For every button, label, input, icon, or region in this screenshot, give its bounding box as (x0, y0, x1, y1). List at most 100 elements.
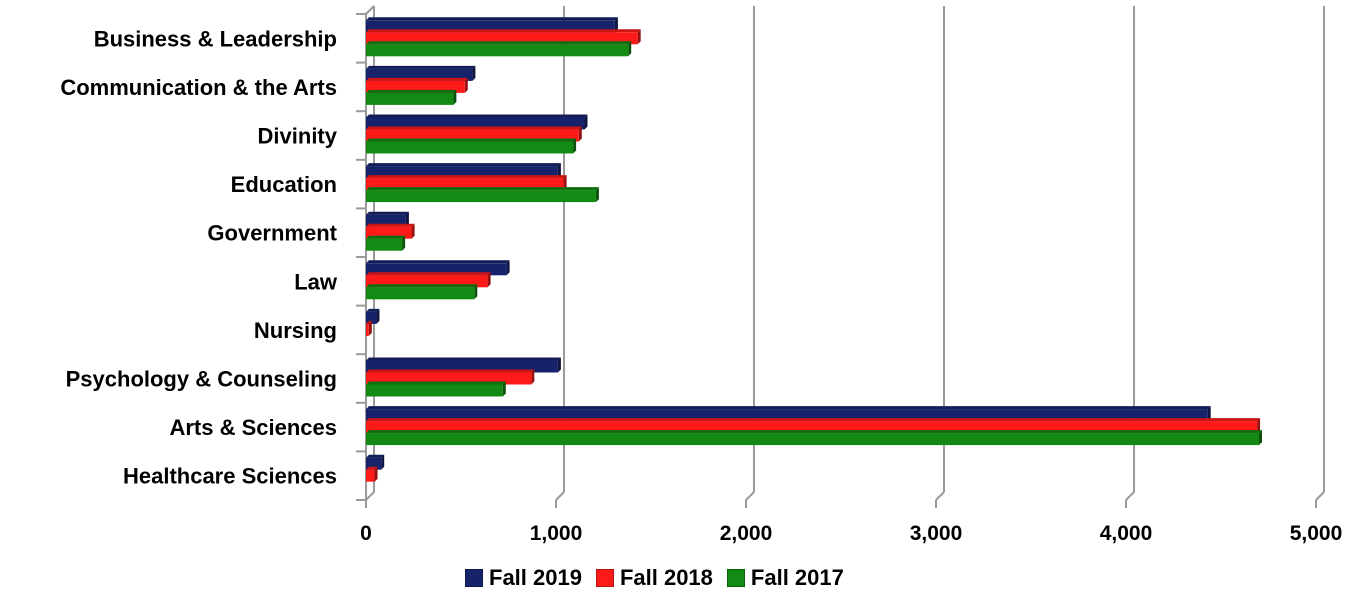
x-tick-label: 3,000 (910, 522, 963, 545)
gridline-floor-edge (555, 491, 565, 501)
bar-top-face (366, 418, 1261, 422)
category-label: Communication & the Arts (60, 75, 337, 100)
bar-top-face (366, 406, 1211, 410)
x-tick-label: 2,000 (720, 522, 773, 545)
bar-top-face (366, 163, 561, 167)
bar-end-face (464, 77, 468, 93)
bar-top-face (366, 357, 561, 361)
gridline-floor-edge (1125, 491, 1135, 501)
bar-end-face (472, 65, 476, 81)
category-label: Government (207, 221, 337, 246)
bar-end-face (614, 17, 618, 33)
x-tick-label: 0 (360, 522, 372, 545)
bar-end-face (637, 29, 641, 45)
legend-swatch (726, 569, 745, 587)
bar-end-face (1257, 418, 1261, 434)
bar-fall-2017 (366, 190, 596, 203)
category-label: Psychology & Counseling (66, 367, 337, 392)
gridline-floor-edge (1315, 491, 1325, 501)
bar-top-face (366, 89, 457, 93)
bar-end-face (628, 41, 632, 57)
category-label: Education (231, 172, 337, 197)
legend-label: Fall 2017 (750, 565, 844, 590)
bar-end-face (402, 235, 406, 251)
bar-end-face (573, 138, 577, 154)
bar-end-face (595, 187, 599, 203)
bar-end-face (374, 466, 378, 482)
bar-end-face (502, 381, 506, 397)
category-label: Divinity (258, 124, 338, 149)
legend-swatch (465, 569, 483, 587)
category-label: Nursing (254, 318, 337, 343)
bar-top-face (366, 466, 378, 470)
category-labels: Business & Leadership Communication & the… (60, 26, 338, 488)
bar-top-face (366, 65, 476, 69)
bar-end-face (381, 454, 385, 470)
gridline-floor-edge (935, 491, 945, 501)
bar-end-face (411, 223, 415, 239)
bar-top-face (366, 17, 618, 21)
bar-end-face (531, 369, 535, 385)
bar-top-face (366, 369, 535, 373)
bar-top-face (366, 272, 491, 276)
bar-end-face (1259, 430, 1262, 446)
bar-end-face (578, 126, 582, 142)
bar-fall-2017 (366, 141, 574, 154)
legend-item: Fall 2019 (465, 565, 582, 591)
x-tick-label: 5,000 (1290, 522, 1343, 545)
bar-end-face (453, 89, 457, 105)
category-label: Law (294, 269, 338, 294)
bar-top-face (366, 284, 478, 288)
bar-top-face (366, 381, 506, 385)
gridlines (555, 6, 1325, 501)
bar-end-face (557, 357, 561, 373)
legend-label: Fall 2019 (489, 565, 582, 590)
bar-top-face (366, 138, 577, 142)
bar-top-face (366, 320, 372, 324)
category-label: Arts & Sciences (169, 415, 337, 440)
x-tick-label: 4,000 (1100, 522, 1153, 545)
bar-top-face (366, 187, 599, 191)
bar-fall-2017 (366, 44, 629, 57)
bar-end-face (487, 272, 491, 288)
bar-end-face (368, 320, 372, 336)
bar-fall-2018 (366, 323, 369, 336)
bars (366, 17, 1262, 482)
bar-fall-2017 (366, 92, 454, 105)
bar-fall-2017 (366, 433, 1259, 446)
bar-end-face (376, 308, 380, 324)
bar-top-face (366, 41, 632, 45)
legend: Fall 2019 Fall 2018 Fall 2017 (465, 565, 858, 591)
bar-fall-2019 (366, 311, 377, 324)
bar-top-face (366, 260, 510, 264)
bar-top-face (366, 235, 406, 239)
bar-end-face (1207, 406, 1211, 422)
bar-end-face (506, 260, 510, 276)
axis-corner (365, 5, 375, 15)
bar-top-face (366, 454, 385, 458)
legend-label: Fall 2018 (619, 565, 713, 590)
bar-top-face (366, 430, 1262, 434)
bar-end-face (474, 284, 478, 300)
bar-fall-2018 (366, 469, 375, 482)
bar-fall-2017 (366, 287, 475, 300)
category-label: Business & Leadership (94, 26, 337, 51)
bar-top-face (366, 223, 415, 227)
bar-fall-2017 (366, 238, 403, 251)
x-tick-labels: 0 1,000 2,000 3,000 4,000 5,000 (360, 522, 1342, 545)
legend-item: Fall 2018 (595, 565, 713, 591)
bar-top-face (366, 175, 567, 179)
gridline-floor-edge (745, 491, 755, 501)
bar-end-face (405, 211, 409, 227)
bar-top-face (366, 308, 380, 312)
bar-fall-2017 (366, 384, 503, 397)
x-tick-label: 1,000 (530, 522, 583, 545)
bar-end-face (563, 175, 567, 191)
legend-item: Fall 2017 (726, 565, 844, 591)
bar-end-face (557, 163, 561, 179)
bar-top-face (366, 114, 588, 118)
legend-swatch (595, 569, 614, 587)
bar-top-face (366, 77, 468, 81)
bar-end-face (584, 114, 588, 130)
